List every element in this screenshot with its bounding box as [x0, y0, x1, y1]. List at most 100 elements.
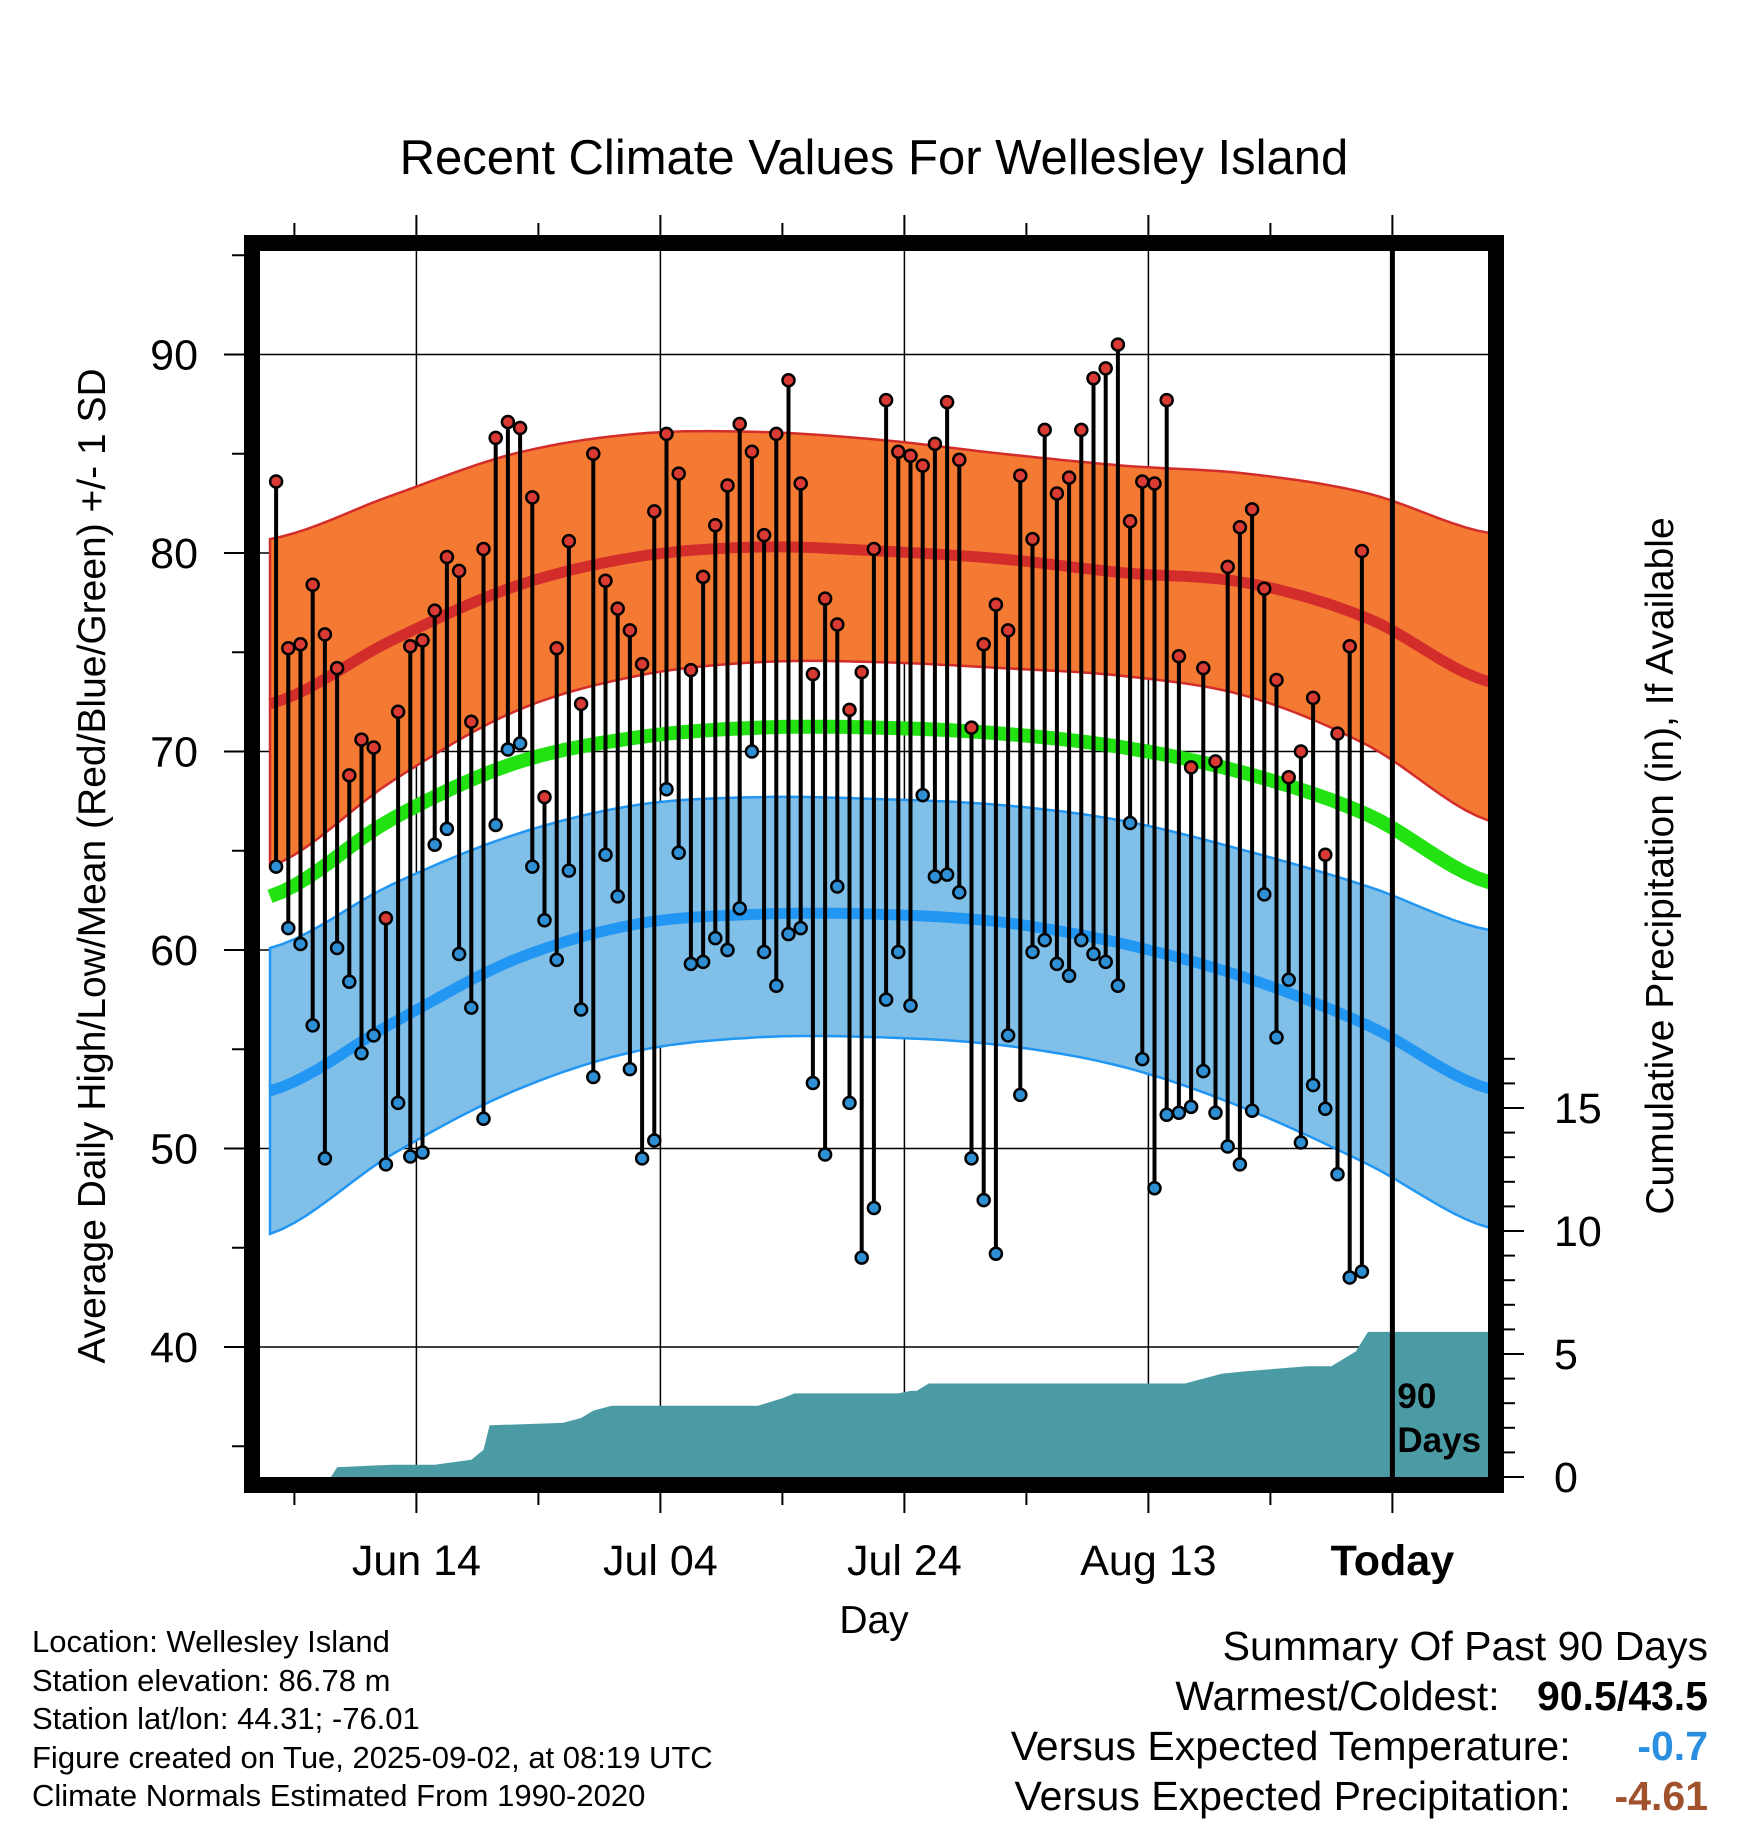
normal-low-band — [268, 795, 1489, 1236]
high-point — [403, 639, 418, 654]
low-point — [415, 1145, 430, 1160]
low-point — [476, 1111, 491, 1126]
high-point — [1061, 470, 1077, 485]
high-point — [1171, 648, 1187, 664]
high-point — [464, 714, 479, 729]
high-point — [1013, 468, 1028, 483]
high-point — [598, 573, 613, 589]
low-point — [488, 817, 503, 833]
low-point — [1257, 887, 1272, 902]
high-point — [683, 662, 699, 678]
low-point — [756, 944, 772, 960]
chart-title: Recent Climate Values For Wellesley Isla… — [400, 131, 1349, 185]
high-point — [964, 720, 979, 735]
low-point — [1061, 968, 1077, 984]
normal-low-line — [268, 907, 1489, 1097]
today-days-label: Days — [1397, 1421, 1481, 1460]
x-tick-label: Jun 14 — [352, 1537, 481, 1585]
low-point — [1110, 978, 1126, 993]
high-point — [415, 633, 430, 648]
elevation-text: Station elevation: 86.78 m — [32, 1662, 391, 1698]
low-point — [1171, 1105, 1187, 1121]
high-point — [1049, 486, 1065, 501]
low-point — [427, 837, 442, 853]
x-tick-label: Today — [1331, 1537, 1455, 1585]
low-point — [683, 956, 699, 972]
low-point — [842, 1095, 857, 1111]
high-point — [1074, 422, 1089, 438]
high-point — [561, 533, 577, 549]
low-point — [329, 940, 345, 956]
low-point — [1098, 954, 1113, 970]
high-point — [366, 740, 381, 755]
low-point — [939, 867, 955, 882]
low-point — [1086, 946, 1101, 962]
low-point — [1013, 1087, 1028, 1103]
high-point — [939, 394, 955, 410]
low-point — [586, 1069, 601, 1085]
high-point — [793, 476, 808, 491]
low-point — [1342, 1270, 1357, 1285]
high-point — [891, 444, 906, 460]
high-point — [1269, 672, 1284, 688]
high-point — [1354, 543, 1370, 559]
low-point — [976, 1192, 991, 1208]
low-point — [915, 787, 930, 803]
high-point — [805, 666, 821, 682]
x-tick-label: Jul 24 — [847, 1537, 962, 1585]
low-point — [390, 1095, 406, 1111]
high-point — [610, 601, 625, 616]
low-point — [598, 847, 613, 862]
high-point — [988, 597, 1004, 612]
high-point — [342, 768, 357, 783]
low-point — [793, 920, 808, 936]
y-tick-label: 70 — [150, 729, 198, 777]
low-point — [830, 879, 845, 894]
low-point — [1147, 1180, 1162, 1196]
high-point — [317, 627, 333, 642]
high-point — [878, 392, 894, 408]
y2-tick-label: 15 — [1554, 1085, 1602, 1133]
low-point — [573, 1002, 589, 1017]
summary-title: Summary Of Past 90 Days — [1222, 1623, 1708, 1669]
low-point — [1025, 944, 1040, 960]
low-point — [1074, 932, 1089, 948]
low-point — [1000, 1028, 1016, 1043]
summary-temp-row: Versus Expected Temperature: -0.7 — [1011, 1721, 1708, 1771]
high-point — [1342, 639, 1357, 654]
high-point — [378, 910, 394, 926]
high-point — [476, 541, 491, 557]
high-point — [622, 623, 638, 638]
x-axis-label: Day — [839, 1599, 909, 1642]
high-point — [732, 416, 747, 432]
high-point — [1196, 660, 1211, 676]
high-point — [1330, 726, 1345, 741]
high-point — [1000, 623, 1016, 638]
high-point — [549, 641, 564, 656]
high-point — [915, 458, 930, 473]
high-point — [329, 660, 345, 676]
y-tick-label: 90 — [150, 332, 198, 380]
low-point — [622, 1061, 638, 1077]
low-point — [878, 992, 894, 1007]
low-point — [500, 742, 516, 757]
high-point — [756, 527, 772, 543]
summary-warm-row: Warmest/Coldest: 90.5/43.5 — [1011, 1671, 1708, 1721]
high-point — [769, 426, 784, 442]
station-info: Location: Wellesley Island Station eleva… — [32, 1623, 713, 1816]
high-point — [1220, 559, 1235, 575]
low-point — [1122, 815, 1138, 831]
low-point — [1244, 1103, 1260, 1119]
low-point — [1196, 1063, 1211, 1079]
high-point — [451, 563, 467, 579]
low-point — [903, 998, 918, 1013]
low-point — [549, 952, 564, 968]
high-point — [305, 577, 320, 593]
high-point — [573, 696, 589, 712]
low-point — [464, 1000, 479, 1015]
low-point — [1183, 1099, 1199, 1115]
low-point — [1305, 1077, 1321, 1093]
high-point — [1098, 361, 1113, 376]
low-point — [366, 1028, 381, 1043]
